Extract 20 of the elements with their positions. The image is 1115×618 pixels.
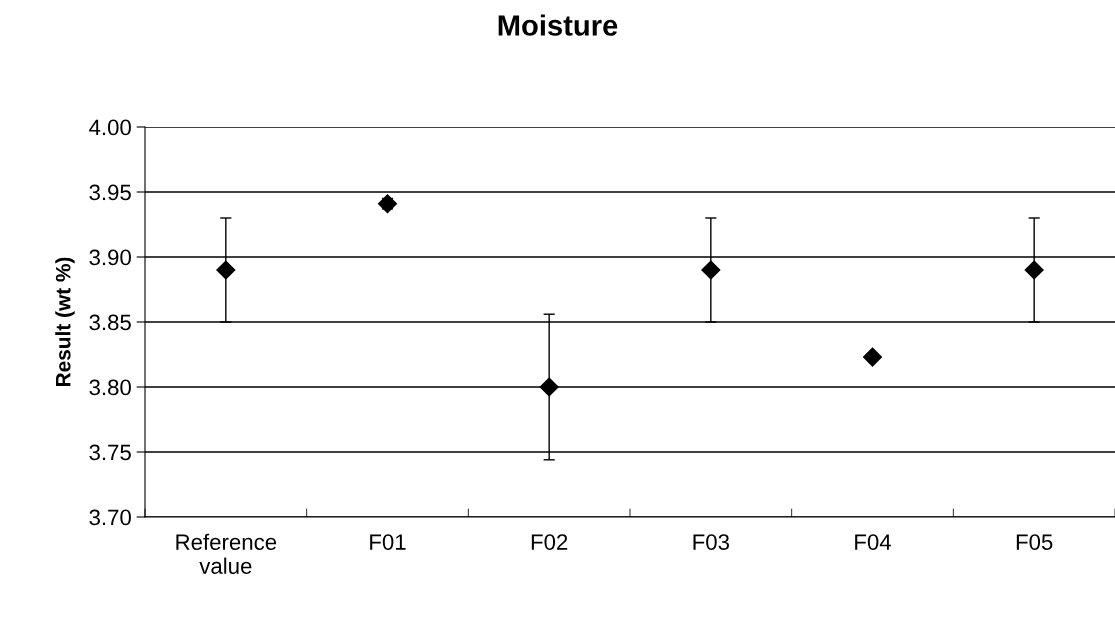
y-tick-label: 3.80 — [89, 379, 131, 396]
y-tick-label: 3.85 — [89, 314, 131, 331]
x-tick-label: F04 — [855, 534, 891, 550]
y-tick-label: 4.00 — [89, 119, 131, 136]
point — [216, 260, 236, 280]
point — [862, 347, 883, 367]
y-tick-label: 3.75 — [89, 444, 131, 461]
y-tick-label: 3.90 — [89, 249, 131, 266]
x-tick-label: Reference value — [176, 533, 277, 574]
y-axis-title: Result (wt %) — [55, 257, 75, 386]
chart-title: Moisture — [498, 14, 618, 36]
point — [1024, 260, 1044, 280]
point — [701, 260, 721, 280]
x-tick-label: F02 — [531, 534, 568, 550]
y-tick-label: 3.70 — [89, 509, 131, 526]
x-tick-label: F01 — [370, 534, 406, 550]
x-tick-label: F05 — [1016, 534, 1053, 550]
y-tick-label: 3.95 — [89, 184, 131, 201]
x-tick-label: F03 — [693, 534, 729, 550]
point — [539, 377, 559, 397]
